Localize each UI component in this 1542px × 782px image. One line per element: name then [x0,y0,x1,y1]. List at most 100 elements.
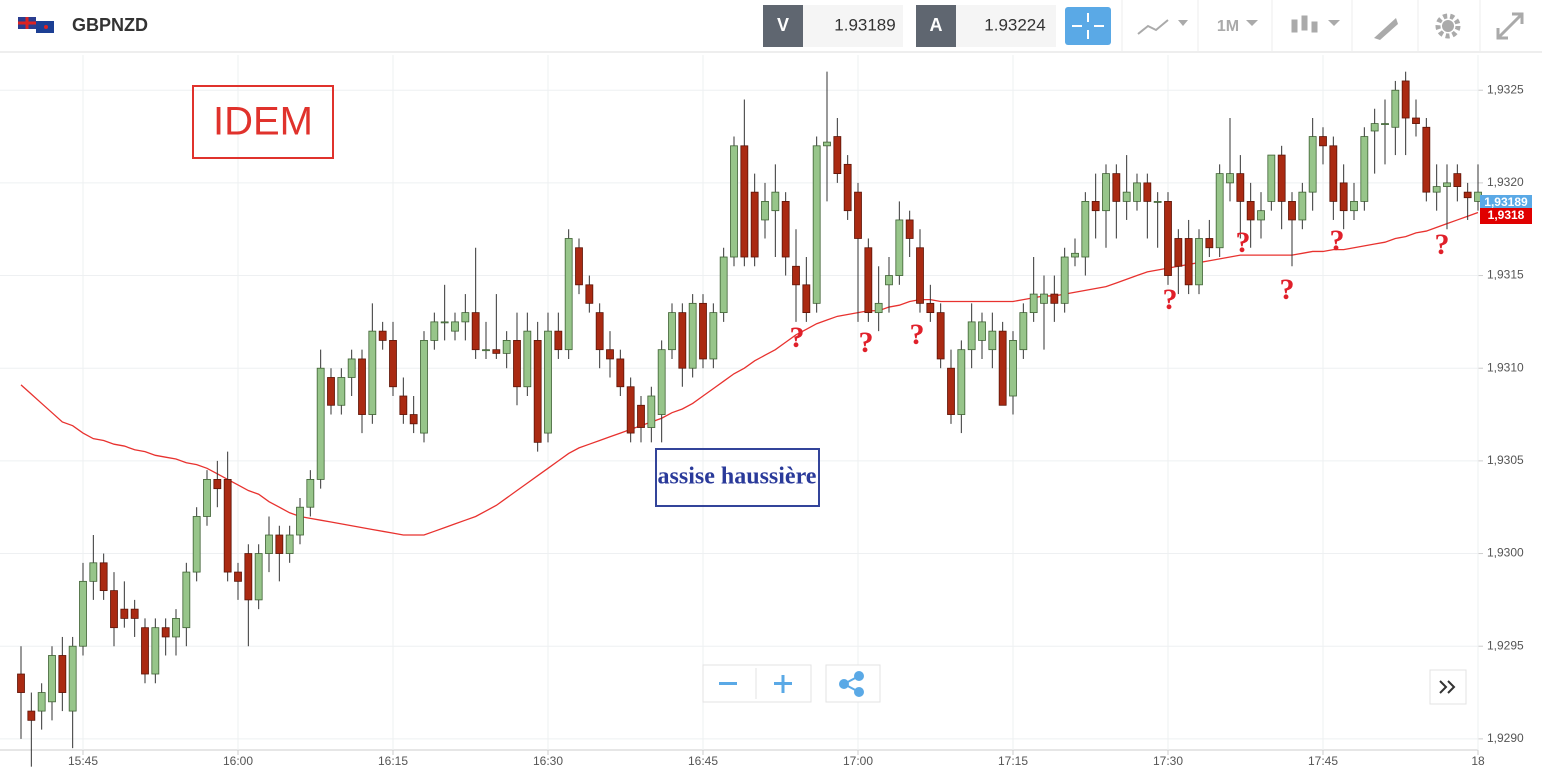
candle-body [58,655,67,693]
candle-body [895,219,904,276]
candle-body [1195,238,1203,286]
candle-icon[interactable] [1291,15,1340,33]
question-marker: ? [1163,283,1178,316]
candle-body [461,312,470,323]
candle-body [1391,89,1400,128]
candle-body [1174,238,1183,267]
sell-price: 1.93189 [834,15,895,34]
candle-body [1215,173,1224,249]
candle-body [275,534,284,554]
candle-body [1226,173,1234,184]
candle-body [533,340,542,443]
y-tick-label: 1,9300 [1487,546,1524,560]
draw-icon[interactable] [1374,18,1398,40]
y-tick-label: 1,9320 [1487,175,1524,189]
expand-icon[interactable] [1496,12,1524,40]
candle-body [192,516,201,573]
crosshair-icon [1072,13,1104,39]
candle-body [440,321,449,324]
scroll-right-button[interactable] [1429,669,1467,705]
x-tick-label: 17:30 [1153,754,1183,768]
candle-body [926,302,935,314]
candle-body [843,163,852,212]
buy-price-box[interactable] [956,5,1056,47]
candle-body [998,330,1007,406]
candle-body [1267,154,1276,202]
sell-button[interactable] [763,5,803,47]
buy-button[interactable] [916,5,956,47]
candle-body [616,358,625,388]
candle-body [1143,182,1152,202]
candle-body [1112,173,1121,202]
candle-body [740,145,749,258]
candle-body [595,312,604,351]
candle-body [316,367,325,480]
question-marker: ? [1280,273,1295,306]
share-button[interactable] [839,671,864,697]
annotation: assise haussière [658,464,817,490]
candle-body [854,191,862,239]
settings-icon[interactable] [1435,13,1461,39]
y-tick-label: 1,9305 [1487,453,1524,467]
candle-body [347,358,356,378]
question-marker: ? [1330,224,1345,257]
candle-body [244,553,253,601]
candle-body [79,580,87,647]
candle-body [1412,117,1420,124]
candle-body [936,312,945,360]
question-marker: ? [859,326,874,359]
candle-body [699,302,707,360]
candle-body [1329,145,1338,202]
chart-type-icon[interactable] [1137,19,1188,35]
timeframe[interactable]: 1M [1217,18,1239,35]
candle-body [409,414,418,425]
question-marker: ? [1236,226,1251,259]
candle-body [482,349,490,352]
annotation-box [655,448,820,507]
candle-body [1164,201,1172,276]
candle-body [1422,126,1431,193]
zoom-in-button[interactable] [774,675,792,693]
candle-body [27,710,36,721]
y-tick-label: 1,9315 [1487,268,1524,282]
candle-body [285,534,294,554]
sell-price-box[interactable] [803,5,903,47]
candle-body [1370,123,1379,132]
candle-body [502,340,511,354]
candle-body [1236,173,1245,202]
candle-body [89,562,98,582]
candle-body [564,238,573,351]
y-tick-label: 1,9295 [1487,638,1524,652]
candle-body [1463,191,1472,199]
candle-body [141,627,149,675]
candle-body [719,256,728,314]
price-tag [1480,195,1532,211]
candle-body [647,395,656,428]
candle-body [1257,210,1265,221]
axis-panel [1478,55,1542,750]
candle-body [1432,186,1441,193]
candle-body [1081,201,1090,258]
candle-body [668,312,676,351]
candle-body [1019,312,1028,351]
flag [18,17,54,33]
x-tick-label: 17:45 [1308,754,1338,768]
candle-body [99,562,108,592]
price-tag-label: 1,93189 [1484,195,1528,209]
candle-body [1184,238,1193,286]
candle-body [337,377,346,406]
candle-body [296,506,304,536]
candle-body [1071,252,1079,258]
candle-body [978,321,986,341]
candle-body [1040,293,1048,304]
zoom-out-button[interactable] [719,682,737,685]
candle-body [471,312,480,351]
y-tick-label: 1,9325 [1487,82,1524,96]
candle-body [430,321,439,341]
candle-body [161,627,170,638]
candle-body [637,404,645,428]
candle-body [585,284,594,304]
candle-body [513,340,521,388]
candle-body [885,275,893,286]
crosshair-button[interactable] [1065,7,1111,45]
